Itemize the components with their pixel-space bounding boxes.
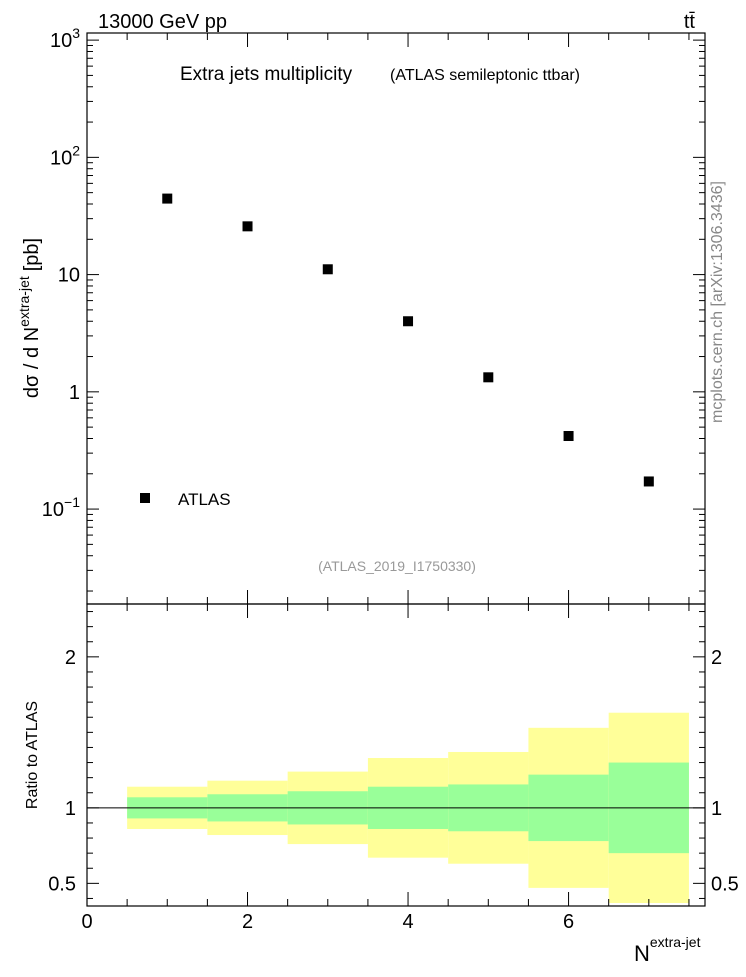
svg-text:dσ / d Nextra-jet[pb]: dσ / d Nextra-jet [pb]	[16, 238, 43, 398]
ratio-y-label: Ratio to ATLAS	[24, 701, 41, 809]
main-y-label: dσ / d N	[21, 327, 43, 398]
tick-label-base: 10	[42, 499, 64, 521]
main-y-tick-label: 10	[58, 265, 80, 287]
legend-marker	[140, 493, 150, 503]
tick-label-base: 10	[58, 265, 80, 287]
data-points	[162, 193, 654, 487]
main-y-axis-title: dσ / d Nextra-jet [pb]	[16, 238, 43, 398]
ratio-y-tick-label-left: 1	[65, 798, 76, 820]
tick-label-exponent: 2	[72, 142, 80, 158]
side-label: mcplots.cern.ch [arXiv:1306.3436]	[709, 181, 726, 423]
ratio-panel-frame	[86, 603, 706, 907]
data-point	[242, 221, 253, 232]
x-tick-label: 2	[242, 911, 253, 933]
tick-label-exponent: −1	[64, 494, 80, 510]
data-point	[563, 431, 574, 442]
x-axis-title: Nextra-jet	[634, 934, 701, 966]
data-point	[403, 316, 414, 327]
main-y-tick-label: 102	[50, 142, 80, 169]
legend-label-atlas: ATLAS	[178, 490, 231, 509]
energy-label: 13000 GeV pp	[98, 11, 227, 33]
x-label-sup: extra-jet	[650, 934, 701, 950]
data-point	[322, 264, 333, 275]
ratio-y-tick-label-right: 1	[711, 798, 722, 820]
data-point	[483, 372, 494, 383]
chart-title: Extra jets multiplicity	[180, 64, 353, 85]
tick-label-exponent: 3	[72, 25, 80, 41]
process-label: tt̄	[684, 11, 696, 33]
tick-label-base: 10	[50, 30, 72, 52]
x-label: N	[634, 941, 650, 966]
main-y-tick-label: 10−1	[42, 494, 80, 521]
data-point	[643, 476, 654, 487]
data-point	[162, 193, 173, 204]
analysis-id: (ATLAS_2019_I1750330)	[318, 558, 476, 574]
ratio-y-axis-title: Ratio to ATLAS	[24, 701, 41, 809]
chart-subtitle: (ATLAS semileptonic ttbar)	[390, 67, 580, 84]
x-tick-label: 6	[563, 911, 574, 933]
ratio-y-tick-label-left: 2	[65, 647, 76, 669]
side-label-group: mcplots.cern.ch [arXiv:1306.3436]	[709, 181, 726, 423]
ratio-y-tick-label-right: 0.5	[711, 873, 739, 895]
ratio-y-tick-label-right: 2	[711, 647, 722, 669]
x-tick-label: 0	[81, 911, 92, 933]
main-y-label-unit: [pb]	[21, 238, 43, 271]
main-y-tick-label: 1	[69, 382, 80, 404]
tick-label-base: 1	[69, 382, 80, 404]
main-y-label-sup: extra-jet	[16, 276, 32, 327]
ratio-y-tick-label-left: 0.5	[48, 873, 76, 895]
axes-ticks	[86, 33, 705, 906]
tick-label-base: 10	[50, 147, 72, 169]
main-y-tick-label: 103	[50, 25, 80, 52]
x-tick-label: 4	[402, 911, 413, 933]
